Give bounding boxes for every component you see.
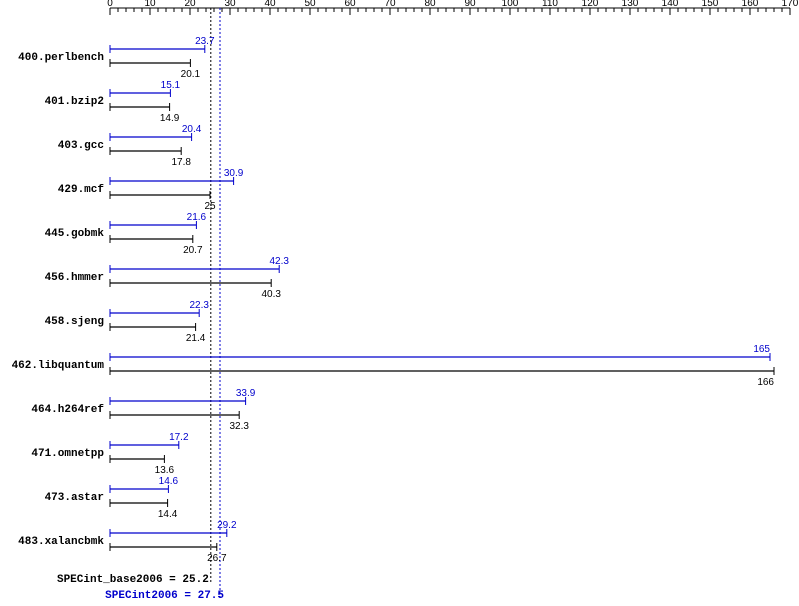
base-value: 14.4 bbox=[158, 509, 178, 520]
peak-value: 17.2 bbox=[169, 432, 189, 443]
peak-value: 165 bbox=[753, 344, 770, 355]
axis-tick-label: 100 bbox=[502, 0, 519, 9]
benchmark-label: 403.gcc bbox=[58, 140, 104, 152]
benchmark-label: 429.mcf bbox=[58, 184, 105, 196]
benchmark-label: 462.libquantum bbox=[12, 360, 105, 372]
axis-tick-label: 90 bbox=[464, 0, 476, 9]
axis-tick-label: 30 bbox=[224, 0, 236, 9]
axis-tick-label: 20 bbox=[184, 0, 196, 9]
peak-value: 33.9 bbox=[236, 388, 256, 399]
benchmark-label: 464.h264ref bbox=[31, 404, 104, 416]
base-value: 20.1 bbox=[181, 69, 201, 80]
peak-value: 15.1 bbox=[161, 80, 181, 91]
peak-value: 22.3 bbox=[189, 300, 209, 311]
axis-tick-label: 10 bbox=[144, 0, 156, 9]
benchmark-label: 458.sjeng bbox=[45, 316, 104, 328]
benchmark-label: 473.astar bbox=[45, 492, 104, 504]
spec-chart: 0 10 20 30 40 50 60 70 80 90 100 110 120 130 140 150 160… bbox=[0, 0, 799, 606]
benchmark-label: 401.bzip2 bbox=[45, 96, 104, 108]
axis-tick-label: 0 bbox=[107, 0, 113, 9]
base-value: 166 bbox=[757, 377, 774, 388]
axis-tick-label: 70 bbox=[384, 0, 396, 9]
benchmark-label: 483.xalancbmk bbox=[18, 536, 104, 548]
base-value: 26.7 bbox=[207, 553, 227, 564]
peak-value: 42.3 bbox=[269, 256, 289, 267]
benchmark-label: 445.gobmk bbox=[45, 228, 105, 240]
axis-tick-label: 80 bbox=[424, 0, 436, 9]
axis-tick-label: 40 bbox=[264, 0, 276, 9]
peak-value: 23.7 bbox=[195, 36, 215, 47]
summary-peak: SPECint2006 = 27.5 bbox=[105, 590, 224, 602]
base-value: 20.7 bbox=[183, 245, 203, 256]
axis-tick-label: 130 bbox=[622, 0, 639, 9]
base-value: 14.9 bbox=[160, 113, 180, 124]
axis-tick-label: 60 bbox=[344, 0, 356, 9]
axis-tick-label: 50 bbox=[304, 0, 316, 9]
axis-tick-label: 140 bbox=[662, 0, 679, 9]
benchmark-label: 456.hmmer bbox=[45, 272, 104, 284]
base-value: 25 bbox=[204, 201, 216, 212]
axis-tick-label: 110 bbox=[542, 0, 558, 9]
peak-value: 20.4 bbox=[182, 124, 202, 135]
peak-value: 29.2 bbox=[217, 520, 237, 531]
base-value: 40.3 bbox=[261, 289, 281, 300]
summary-base: SPECint_base2006 = 25.2 bbox=[57, 574, 209, 586]
axis-tick-label: 170 bbox=[782, 0, 799, 9]
base-value: 21.4 bbox=[186, 333, 206, 344]
peak-value: 30.9 bbox=[224, 168, 244, 179]
base-value: 13.6 bbox=[155, 465, 175, 476]
peak-value: 21.6 bbox=[187, 212, 207, 223]
peak-value: 14.6 bbox=[159, 476, 179, 487]
base-value: 32.3 bbox=[229, 421, 249, 432]
axis-tick-label: 160 bbox=[742, 0, 759, 9]
benchmark-label: 471.omnetpp bbox=[31, 448, 104, 460]
benchmark-label: 400.perlbench bbox=[18, 52, 104, 64]
base-value: 17.8 bbox=[171, 157, 191, 168]
axis-tick-label: 120 bbox=[582, 0, 599, 9]
axis-tick-label: 150 bbox=[702, 0, 719, 9]
